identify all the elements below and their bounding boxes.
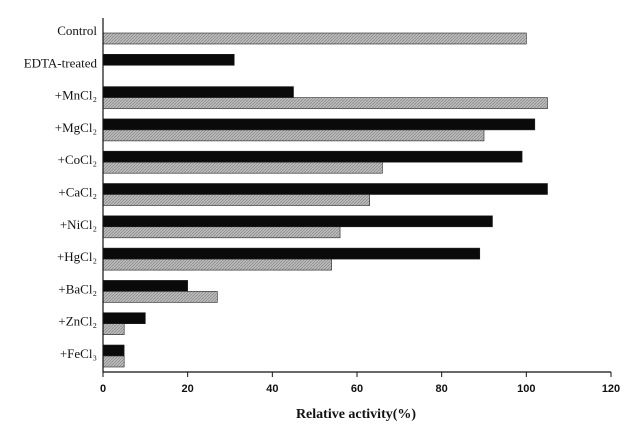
bar-light-8 — [102, 291, 218, 303]
bar-dark-7 — [102, 247, 481, 260]
category-label: +CaCl₂ — [58, 185, 97, 200]
x-tick-label: 120 — [602, 383, 620, 395]
bar-dark-1 — [102, 53, 235, 66]
bar-light-0 — [102, 32, 527, 45]
x-axis-title: Relative activity(%) — [296, 407, 416, 422]
axes-group: 0 20 40 60 80 100 120 — [100, 18, 620, 395]
x-tick-label: 60 — [351, 383, 363, 395]
category-label: +BaCl₂ — [58, 281, 97, 296]
bar-dark-3 — [102, 118, 536, 131]
x-tick-label: 100 — [517, 383, 535, 395]
bar-light-5 — [102, 194, 371, 206]
category-label: +CoCl₂ — [58, 152, 97, 167]
x-tick-label: 0 — [100, 383, 106, 395]
bar-dark-10 — [102, 344, 125, 357]
x-tick-label: 40 — [266, 383, 278, 395]
bar-dark-9 — [102, 312, 146, 325]
bar-dark-6 — [102, 215, 493, 228]
bar-dark-8 — [102, 280, 188, 292]
bar-light-4 — [102, 161, 383, 174]
x-tick-label: 80 — [436, 383, 448, 395]
bar-dark-4 — [102, 150, 523, 163]
category-label: +MgCl₂ — [55, 120, 97, 135]
category-label: EDTA-treated — [24, 55, 98, 70]
category-label: +HgCl₂ — [57, 249, 97, 264]
x-tick-label: 20 — [182, 383, 194, 395]
category-label: +NiCl₂ — [60, 217, 97, 232]
category-label: +ZnCl₂ — [58, 314, 97, 329]
category-label: Control — [57, 23, 97, 38]
category-label: +MnCl₂ — [55, 88, 97, 103]
bar-light-10 — [102, 355, 125, 368]
bar-light-6 — [102, 226, 341, 239]
bar-light-2 — [102, 97, 548, 109]
category-label: +FeCl₃ — [60, 346, 97, 361]
bar-dark-2 — [102, 86, 294, 98]
bar-light-7 — [102, 258, 332, 271]
bars-group — [102, 32, 548, 368]
category-labels: Control EDTA-treated +MnCl₂ +MgCl₂ +CoCl₂ +Ca… — [24, 23, 98, 361]
bar-dark-5 — [102, 183, 548, 195]
bar-light-9 — [102, 323, 125, 336]
bar-light-3 — [102, 129, 485, 142]
